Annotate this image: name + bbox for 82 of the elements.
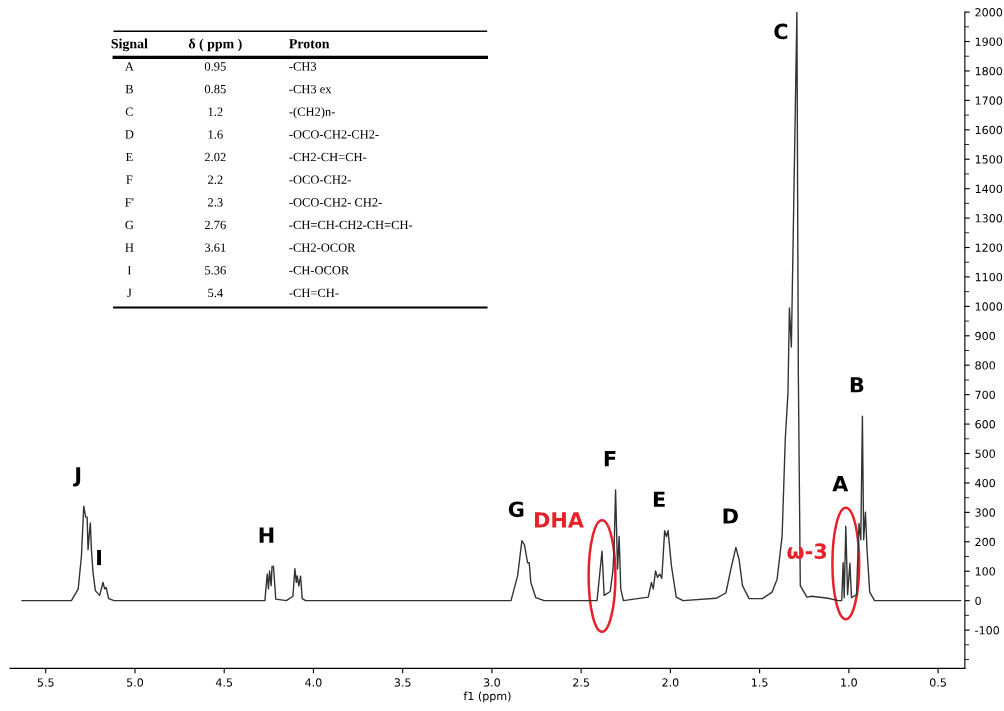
x-tick-label: 2.0 xyxy=(662,678,679,687)
annotation: I xyxy=(97,549,102,566)
annotation: -OCO-CH2- CH2- xyxy=(289,198,382,207)
annotation: D xyxy=(125,130,134,139)
annotation: F xyxy=(604,451,616,467)
y-tick-label: 1900 xyxy=(975,37,1003,46)
annotation: 2.2 xyxy=(208,175,223,184)
y-tick-label: 2000 xyxy=(975,8,1003,17)
x-tick-label: 4.5 xyxy=(215,678,233,687)
x-tick-label: 5.0 xyxy=(126,678,144,687)
annotation: 2.3 xyxy=(208,198,223,207)
annotation: -(CH2)n- xyxy=(289,107,335,119)
annotation: 5.4 xyxy=(208,288,223,298)
y-tick-label: 1500 xyxy=(975,155,1003,164)
annotation: B xyxy=(850,377,864,393)
y-tick-label: 1600 xyxy=(975,125,1003,135)
y-tick-label: 0 xyxy=(975,596,981,606)
annotation: -CH=CH-CH2-CH=CH- xyxy=(289,220,413,230)
annotation: 1.6 xyxy=(208,130,223,139)
x-tick-label: 1.5 xyxy=(751,678,768,687)
x-tick-label: 4.0 xyxy=(305,678,322,687)
annotation: -CH2-OCOR xyxy=(289,243,356,252)
y-tick-label: 1200 xyxy=(975,243,1003,252)
annotation: 0.85 xyxy=(204,84,226,94)
annotation: Proton xyxy=(289,39,330,49)
y-tick-label: 100 xyxy=(975,567,996,576)
annotation: -CH=CH- xyxy=(289,288,339,298)
x-tick-label: 2.5 xyxy=(573,678,589,687)
y-tick-label: 1400 xyxy=(975,184,1003,194)
annotation: 0.95 xyxy=(204,62,226,71)
line-series xyxy=(21,12,962,602)
y-tick-label: 1300 xyxy=(975,214,1003,223)
y-tick-label: 700 xyxy=(975,390,996,400)
annotation: H xyxy=(125,243,134,252)
y-tick-label: 400 xyxy=(975,478,996,488)
annotation: -CH3 xyxy=(289,62,317,71)
y-tick-label: 800 xyxy=(975,361,996,370)
x-axis-title: f1 (ppm) xyxy=(463,691,511,703)
annotation: Signal xyxy=(111,38,148,52)
annotation: G xyxy=(508,501,524,518)
annotation: I xyxy=(127,266,132,275)
annotation: E xyxy=(125,152,133,162)
annotation: J xyxy=(127,288,132,298)
annotation: D xyxy=(723,508,738,524)
y-tick-label: 900 xyxy=(975,331,996,341)
x-tick-label: 3.5 xyxy=(394,678,411,687)
y-tick-label: 1000 xyxy=(975,302,1003,311)
x-tick-label: 1.0 xyxy=(841,678,857,687)
annotation: 1.2 xyxy=(208,107,223,117)
annotation: F xyxy=(126,175,133,184)
annotation: J xyxy=(73,467,81,487)
y-tick-label: 1800 xyxy=(975,66,1003,76)
annotation: C xyxy=(774,23,788,40)
y-tick-label: 1700 xyxy=(975,96,1003,105)
annotation: C xyxy=(125,107,133,116)
annotation: -OCO-CH2- xyxy=(289,175,351,184)
annotation: -CH-OCOR xyxy=(289,266,350,275)
annotation: G xyxy=(125,220,134,230)
annotation: A xyxy=(125,62,134,71)
y-tick-label: 300 xyxy=(975,508,996,517)
y-tick-label: -100 xyxy=(975,626,1000,635)
annotation: H xyxy=(259,527,274,543)
x-tick-label: 3.0 xyxy=(483,678,500,687)
annotation: 3.61 xyxy=(204,243,226,252)
annotation: δ ( ppm ) xyxy=(188,38,242,52)
annotation: B xyxy=(125,85,133,94)
annotation: A xyxy=(832,476,849,492)
x-tick-label: 0.5 xyxy=(929,678,946,687)
annotation: F' xyxy=(125,198,134,207)
annotation: E xyxy=(653,491,665,507)
annotation: 2.76 xyxy=(204,220,226,230)
annotation: DHA xyxy=(535,512,584,528)
y-tick-label: 600 xyxy=(975,420,996,429)
y-tick-label: 200 xyxy=(975,537,996,547)
annotation: 5.36 xyxy=(205,266,226,275)
annotation: 2.02 xyxy=(204,152,226,162)
y-tick-label: 1100 xyxy=(975,272,1003,282)
y-tick-label: 500 xyxy=(975,449,996,458)
x-tick-label: 5.5 xyxy=(37,678,54,687)
annotation: -OCO-CH2-CH2- xyxy=(289,130,379,139)
annotation: -CH3 ex xyxy=(289,84,332,94)
annotation: -CH2-CH=CH- xyxy=(289,152,367,162)
